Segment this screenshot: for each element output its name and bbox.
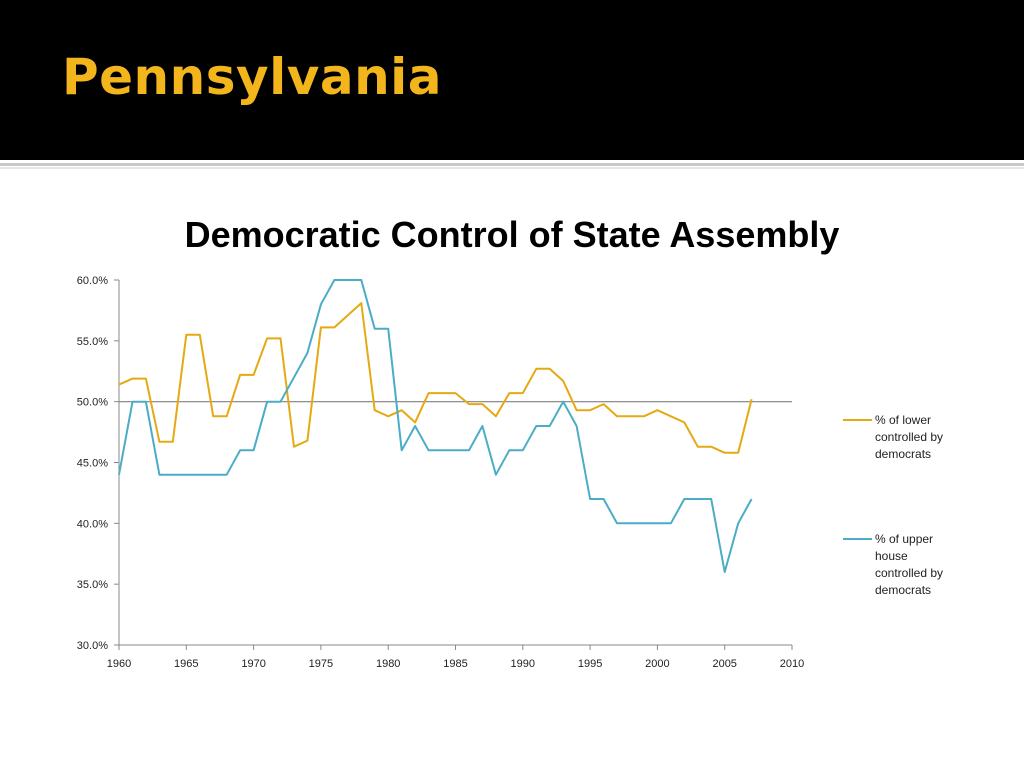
y-tick-label: 35.0% — [77, 579, 108, 591]
x-tick-label: 2000 — [645, 658, 669, 670]
chart-axes: 30.0% 35.0% 40.0% 45.0% 50.0% 55.0% 60.0% 1960 1… — [77, 275, 804, 670]
legend-label: house — [875, 549, 908, 563]
chart-series — [118, 279, 753, 573]
x-tick-label: 1970 — [241, 658, 265, 670]
x-tick-label: 1995 — [578, 658, 602, 670]
y-tick-label: 40.0% — [77, 518, 108, 530]
y-tick-label: 50.0% — [77, 397, 108, 409]
y-tick-label: 55.0% — [77, 336, 108, 348]
series-line-lower-house — [118, 302, 753, 454]
x-tick-label: 1980 — [376, 658, 400, 670]
legend-label: democrats — [875, 583, 931, 597]
x-tick-label: 2010 — [780, 658, 804, 670]
slide-title: Pennsylvania — [62, 48, 443, 106]
x-tick-label: 1985 — [443, 658, 467, 670]
legend-label: % of lower — [875, 413, 931, 427]
x-tick-label: 1965 — [174, 658, 198, 670]
chart-title: Democratic Control of State Assembly — [185, 214, 840, 255]
y-tick-label: 30.0% — [77, 640, 108, 652]
x-tick-label: 2005 — [712, 658, 736, 670]
series-line-upper-house — [118, 279, 753, 573]
legend-label: democrats — [875, 447, 931, 461]
x-tick-label: 1990 — [511, 658, 535, 670]
legend-label: controlled by — [875, 430, 943, 444]
x-tick-label: 1960 — [107, 658, 131, 670]
legend-label: % of upper — [875, 532, 933, 546]
slide-header-background — [0, 0, 1024, 160]
y-tick-label: 45.0% — [77, 458, 108, 470]
y-tick-label: 60.0% — [77, 275, 108, 287]
x-tick-label: 1975 — [309, 658, 333, 670]
header-divider — [0, 163, 1024, 166]
legend-label: controlled by — [875, 566, 943, 580]
chart-legend: % of lower controlled by democrats % of upp… — [843, 413, 943, 597]
header-divider-shadow — [0, 167, 1024, 169]
